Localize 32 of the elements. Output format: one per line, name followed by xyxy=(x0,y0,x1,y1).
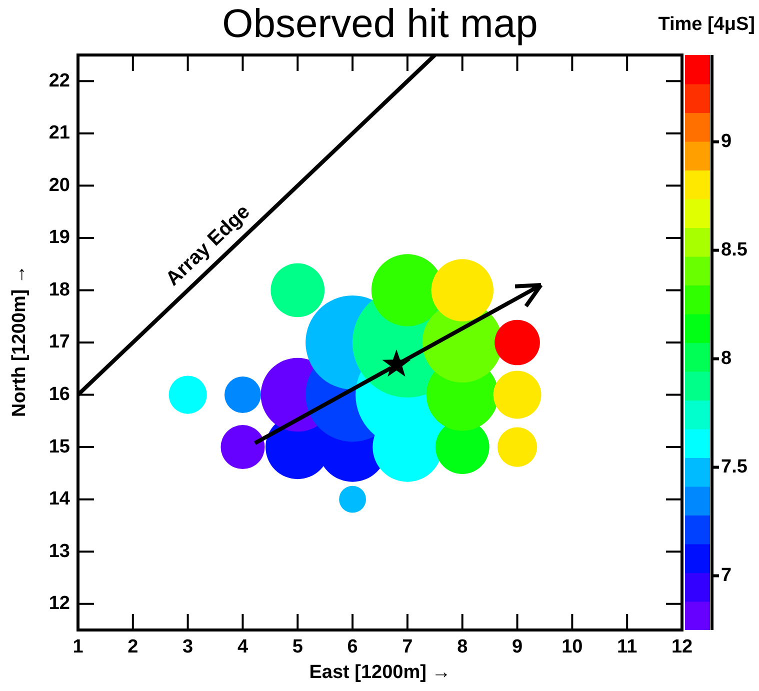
color-bar-label: 7.5 xyxy=(721,456,748,478)
color-bar-title: Time [4μS] xyxy=(658,14,755,36)
y-tick-label: 12 xyxy=(48,593,70,614)
color-bar-label: 8 xyxy=(721,348,732,370)
x-tick-label: 4 xyxy=(237,636,248,658)
x-tick-label: 10 xyxy=(562,636,583,658)
y-tick-label: 15 xyxy=(48,436,70,458)
x-tick-label: 2 xyxy=(128,636,138,658)
color-bar-label: 7 xyxy=(721,564,732,586)
y-tick-label: 21 xyxy=(48,122,70,144)
x-tick-label: 8 xyxy=(457,636,468,658)
x-tick-label: 6 xyxy=(347,636,358,658)
x-tick-label: 5 xyxy=(292,636,304,658)
y-tick-label: 18 xyxy=(48,279,70,300)
x-tick-label: 12 xyxy=(671,636,693,658)
y-tick-label: 14 xyxy=(48,488,70,510)
color-bar-label: 9 xyxy=(721,131,732,152)
y-axis-title: North [1200m] → xyxy=(9,264,31,420)
y-tick-label: 20 xyxy=(48,174,70,196)
x-axis-title: East [1200m] → xyxy=(308,662,452,684)
y-tick-label: 19 xyxy=(48,227,70,248)
x-tick-label: 7 xyxy=(402,636,413,658)
y-tick-label: 16 xyxy=(48,384,70,406)
x-tick-label: 9 xyxy=(512,636,523,658)
y-tick-label: 22 xyxy=(48,70,70,92)
x-tick-label: 3 xyxy=(182,636,194,658)
y-tick-label: 13 xyxy=(48,540,70,562)
chart-title: Observed hit map xyxy=(222,2,538,46)
y-tick-label: 17 xyxy=(48,332,70,353)
x-tick-label: 1 xyxy=(72,636,84,658)
x-tick-label: 11 xyxy=(617,636,638,658)
color-bar-label: 8.5 xyxy=(721,240,748,261)
